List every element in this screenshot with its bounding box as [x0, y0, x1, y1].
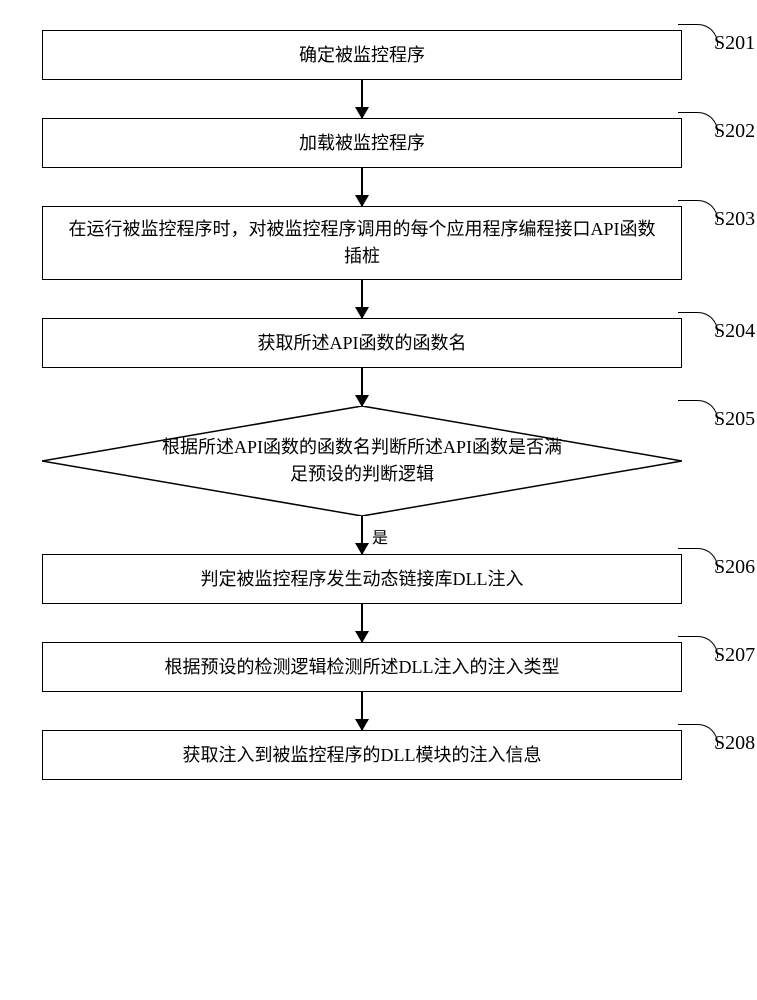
arrow [42, 280, 682, 318]
step-text: 获取注入到被监控程序的DLL模块的注入信息 [183, 742, 542, 769]
arrow: 是 [42, 516, 682, 554]
step-text: 确定被监控程序 [299, 42, 425, 69]
step-text: 根据预设的检测逻辑检测所述DLL注入的注入类型 [165, 654, 560, 681]
step-text: 判定被监控程序发生动态链接库DLL注入 [201, 566, 524, 593]
step-label-s208: S208 [714, 732, 755, 755]
arrow [42, 692, 682, 730]
step-leader [678, 636, 718, 658]
step-diamond-s205: 根据所述API函数的函数名判断所述API函数是否满足预设的判断逻辑 [42, 406, 682, 516]
step-leader [678, 112, 718, 134]
arrow-line [361, 692, 363, 730]
step-box-s204: 获取所述API函数的函数名 [42, 318, 682, 368]
arrow-line [361, 280, 363, 318]
step-text: 获取所述API函数的函数名 [257, 330, 466, 357]
branch-label-yes: 是 [372, 524, 388, 548]
arrow [42, 604, 682, 642]
step-box-s203: 在运行被监控程序时，对被监控程序调用的每个应用程序编程接口API函数插桩 [42, 206, 682, 280]
arrow [42, 368, 682, 406]
arrow [42, 80, 682, 118]
step-box-s202: 加载被监控程序 [42, 118, 682, 168]
step-label-s202: S202 [714, 120, 755, 143]
step-label-s207: S207 [714, 644, 755, 667]
step-label-s201: S201 [714, 32, 755, 55]
step-leader [678, 312, 718, 334]
step-leader [678, 24, 718, 46]
arrow-line [361, 604, 363, 642]
arrow-line [361, 80, 363, 118]
arrow-line [361, 516, 363, 554]
step-label-s205: S205 [714, 408, 755, 431]
step-box-s201: 确定被监控程序 [42, 30, 682, 80]
step-box-s208: 获取注入到被监控程序的DLL模块的注入信息 [42, 730, 682, 780]
step-box-s206: 判定被监控程序发生动态链接库DLL注入 [42, 554, 682, 604]
step-leader [678, 200, 718, 222]
step-text: 加载被监控程序 [299, 130, 425, 157]
step-box-s207: 根据预设的检测逻辑检测所述DLL注入的注入类型 [42, 642, 682, 692]
arrow-line [361, 368, 363, 406]
step-label-s206: S206 [714, 556, 755, 579]
step-text: 在运行被监控程序时，对被监控程序调用的每个应用程序编程接口API函数插桩 [63, 216, 661, 270]
step-label-s203: S203 [714, 208, 755, 231]
step-leader [678, 724, 718, 746]
step-leader [678, 548, 718, 570]
step-text: 根据所述API函数的函数名判断所述API函数是否满足预设的判断逻辑 [42, 406, 682, 516]
step-label-s204: S204 [714, 320, 755, 343]
arrow [42, 168, 682, 206]
arrow-line [361, 168, 363, 206]
step-leader [678, 400, 718, 422]
